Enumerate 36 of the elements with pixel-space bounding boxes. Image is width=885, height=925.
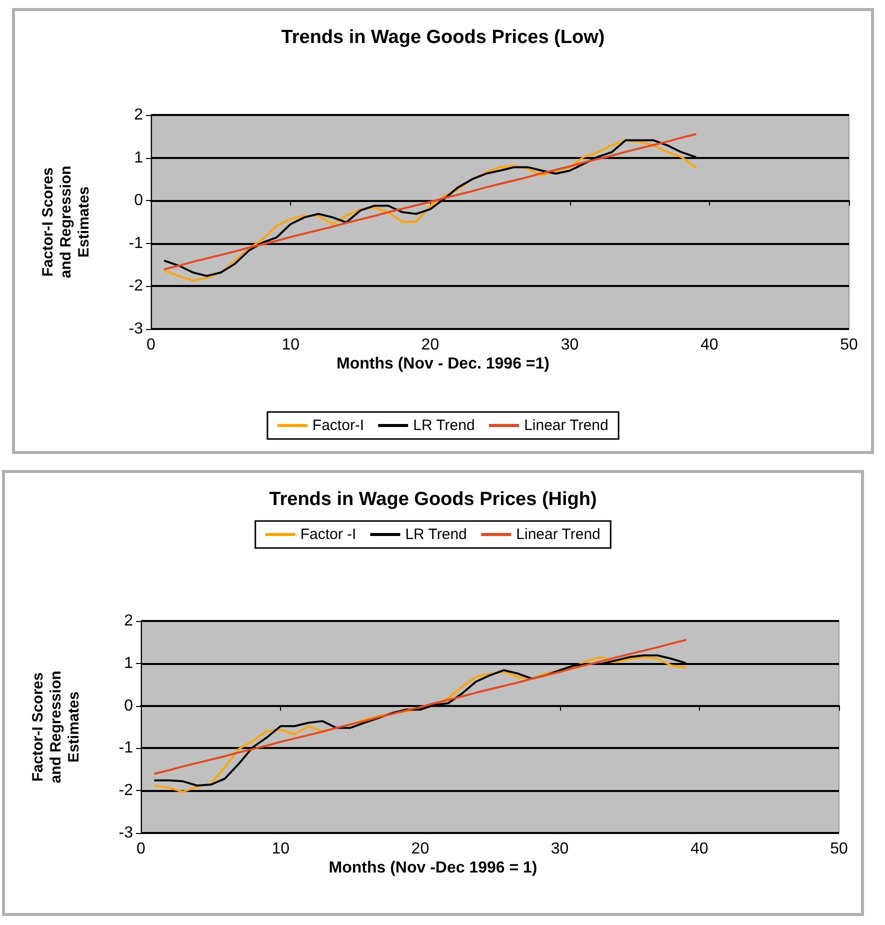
y-axis-title: Factor-I Scores and Regression Estimates (40, 166, 92, 278)
x-tick-label: 30 (560, 336, 579, 354)
x-tick-label: 50 (830, 840, 848, 858)
y-tick-label: -2 (118, 782, 134, 800)
y-tick-label: -2 (128, 278, 144, 295)
x-tick-label: 40 (700, 336, 718, 354)
chart-title: Trends in Wage Goods Prices (Low) (281, 27, 605, 48)
chart-title: Trends in Wage Goods Prices (High) (269, 489, 597, 510)
y-tick-label: 0 (134, 192, 144, 210)
legend-label: Linear Trend (524, 417, 608, 434)
y-tick-label: 2 (134, 106, 144, 124)
x-tick-label: 50 (840, 336, 858, 354)
y-tick-label: -3 (128, 320, 144, 338)
legend-label: Linear Trend (516, 526, 600, 543)
y-tick-label: -1 (128, 234, 144, 252)
y-tick-label: 1 (124, 654, 134, 672)
y-tick-label: 0 (124, 697, 134, 714)
x-axis-title: Months (Nov - Dec. 1996 =1) (336, 356, 550, 372)
y-tick-label: 2 (124, 612, 134, 630)
x-tick-label: 20 (411, 840, 430, 858)
x-tick-label: 10 (282, 336, 300, 354)
x-axis-title: Months (Nov -Dec 1996 = 1) (328, 860, 538, 876)
legend-label: LR Trend (413, 417, 475, 434)
x-tick-label: 40 (690, 840, 708, 858)
y-tick-label: -1 (118, 740, 134, 757)
legend-label: Factor-I (312, 417, 364, 434)
x-tick-label: 0 (146, 336, 156, 354)
y-tick-label: 1 (134, 149, 144, 166)
x-tick-label: 20 (421, 336, 440, 354)
x-tick-label: 30 (550, 840, 569, 858)
y-axis-title: Factor-I Scores and Regression Estimates (30, 670, 82, 784)
legend-label: Factor -I (300, 526, 356, 543)
line-series (154, 639, 686, 775)
y-tick-label: -3 (118, 824, 134, 842)
legend-label: LR Trend (405, 526, 467, 543)
x-tick-label: 10 (272, 840, 290, 858)
